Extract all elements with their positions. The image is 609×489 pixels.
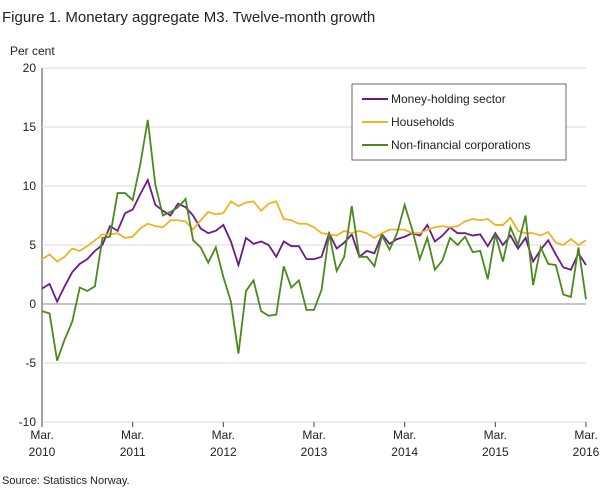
y-tick-label: -10 <box>19 415 37 429</box>
x-tick-label: Mar. 2012 <box>209 428 237 459</box>
legend-label: Non-financial corporations <box>391 138 530 152</box>
x-tick-label: Mar. 2014 <box>391 428 418 459</box>
source: Source: Statistics Norway. <box>2 475 130 487</box>
y-tick-label: 10 <box>23 179 37 193</box>
legend-label: Households <box>391 115 454 129</box>
y-axis-label: Per cent <box>10 44 55 58</box>
series-line <box>41 119 587 361</box>
y-tick-label: -5 <box>25 356 36 370</box>
y-tick-label: 15 <box>23 120 37 134</box>
chart-title: Figure 1. Monetary aggregate M3. Twelve-… <box>2 9 375 26</box>
x-tick-label: Mar. 2016 <box>572 428 600 459</box>
x-tick-label: Mar. 2011 <box>119 428 146 459</box>
x-tick-label: Mar. 2010 <box>28 428 56 459</box>
y-tick-label: 0 <box>29 297 36 311</box>
x-tick-label: Mar. 2013 <box>300 428 328 459</box>
series-line <box>41 200 587 263</box>
x-tick-label: Mar. 2015 <box>481 428 509 459</box>
y-tick-label: 5 <box>29 238 36 252</box>
y-tick-label: 20 <box>23 61 37 75</box>
legend-label: Money-holding sector <box>391 92 506 106</box>
series-line <box>41 177 587 304</box>
